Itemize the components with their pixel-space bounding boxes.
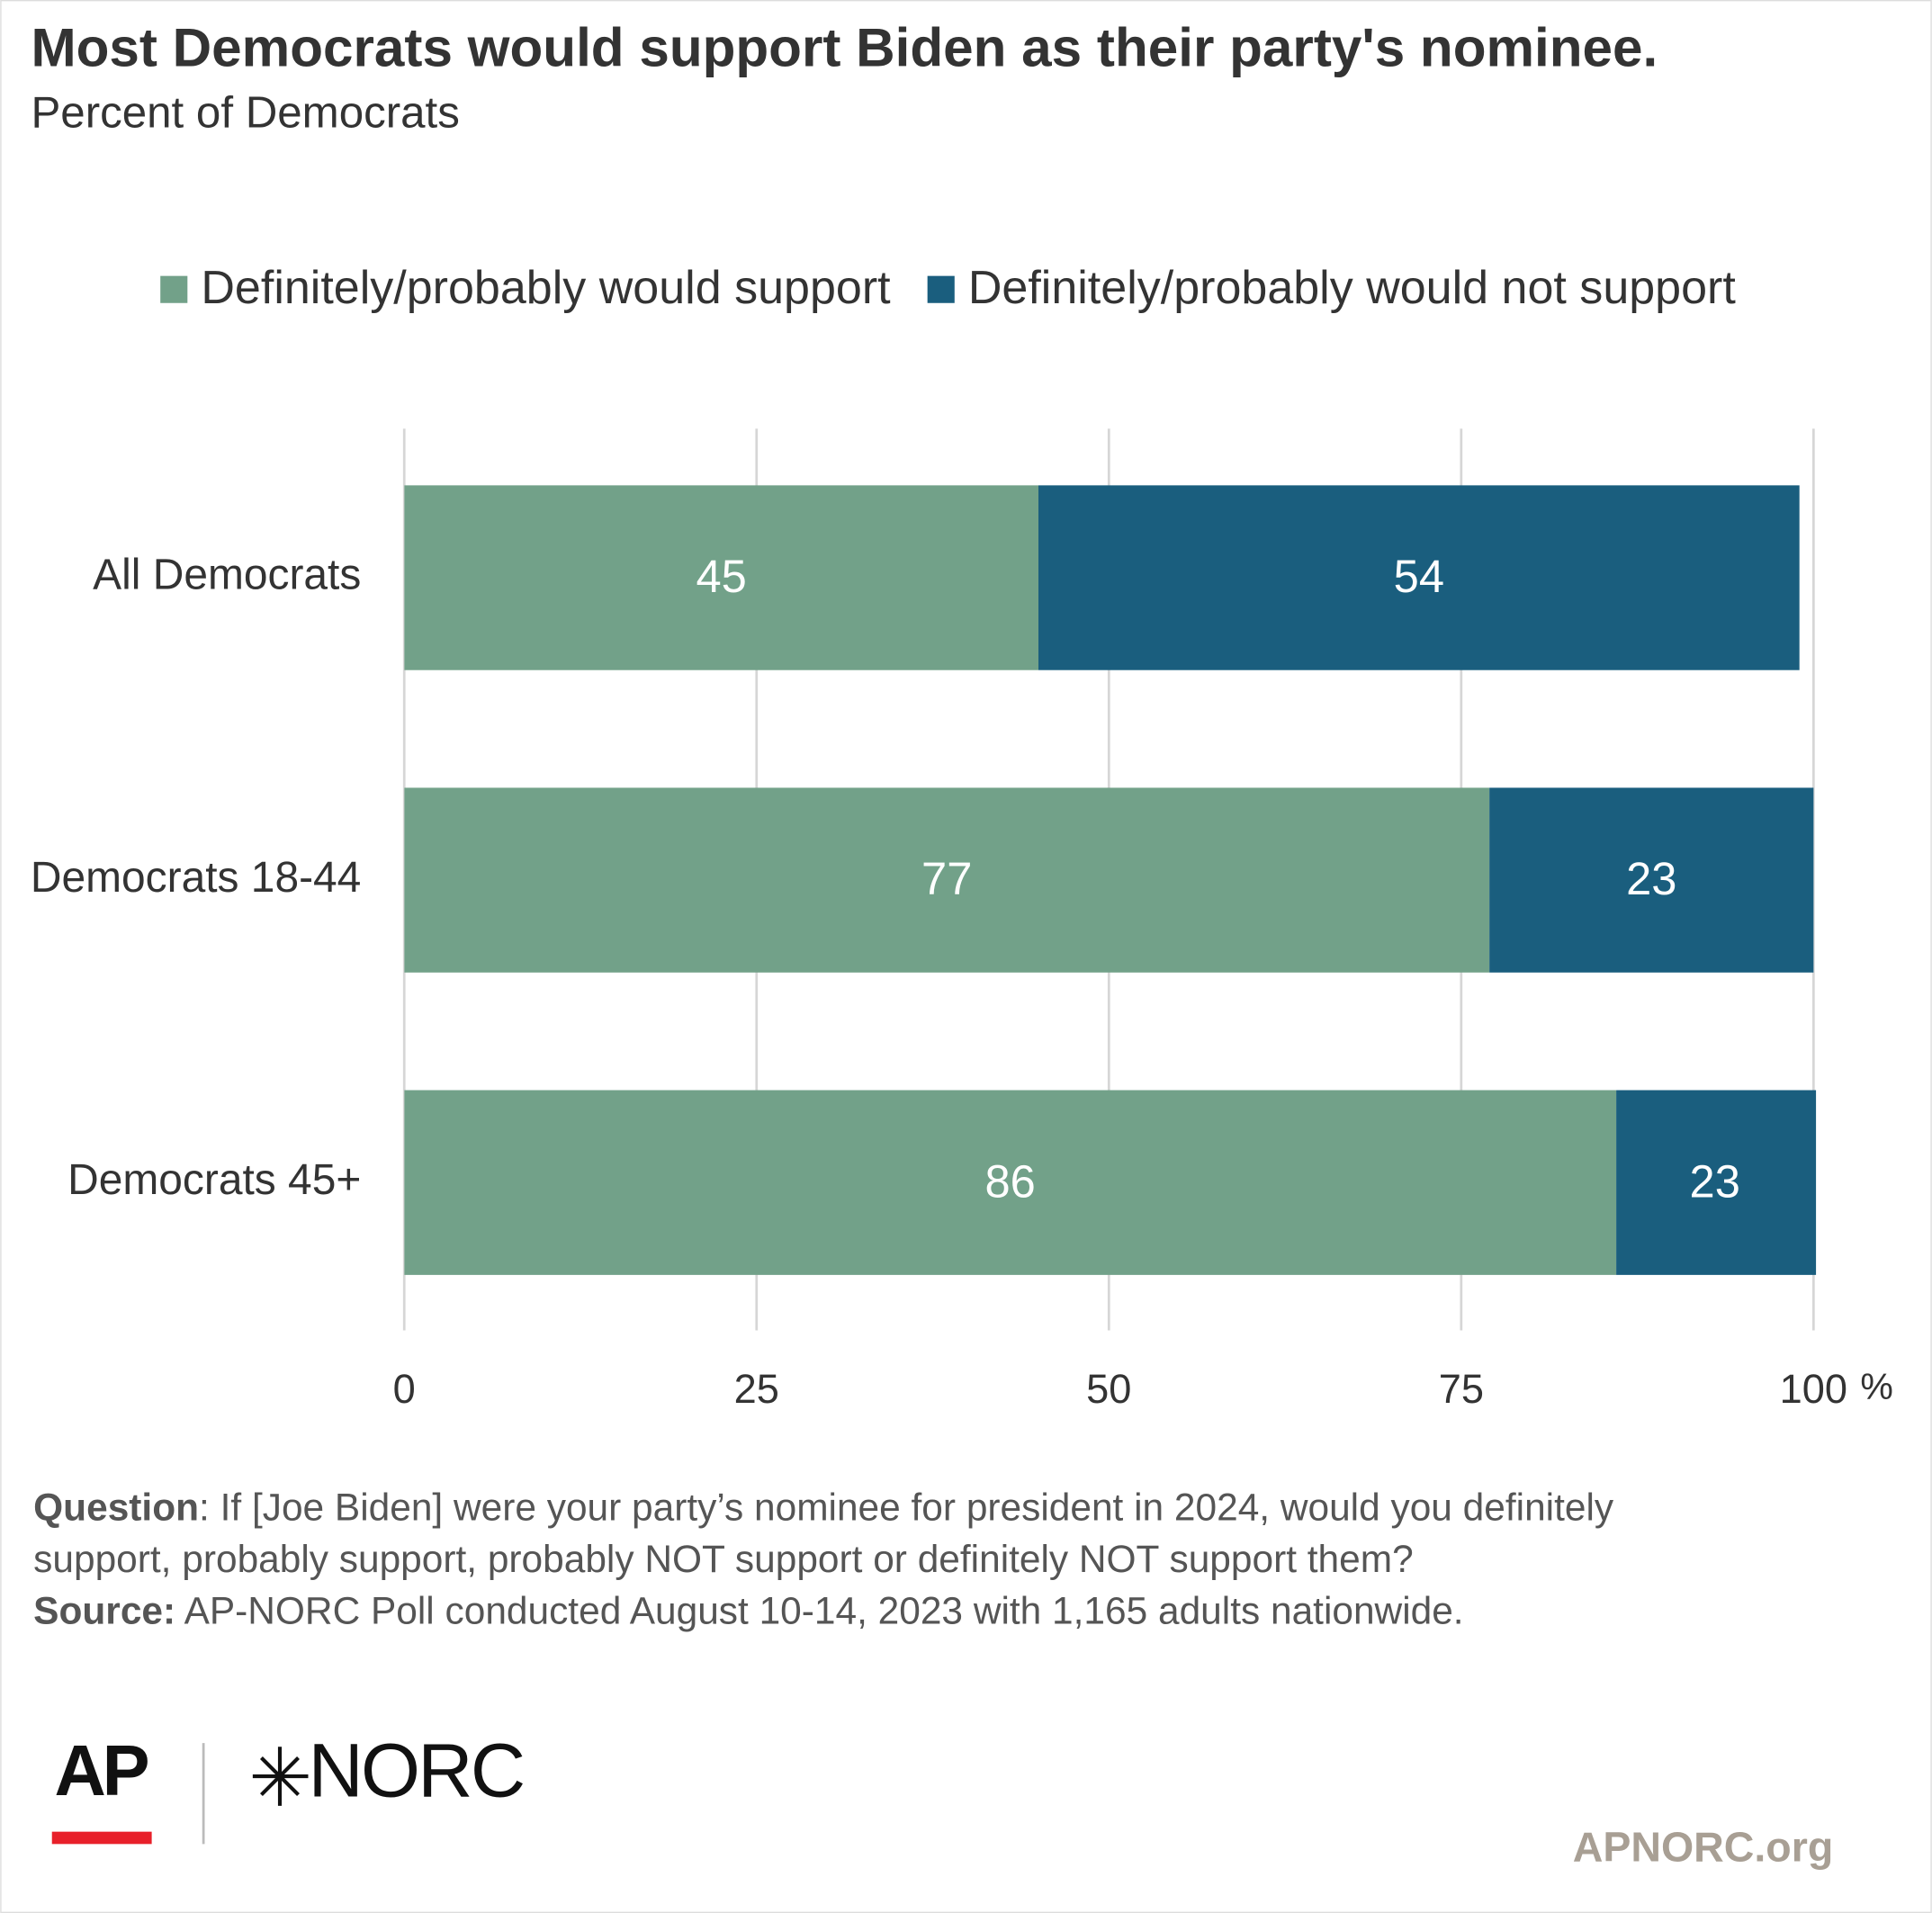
- x-unit: %: [1860, 1366, 1892, 1407]
- bar-segment: [1616, 1090, 1817, 1275]
- y-tick-label: All Democrats: [93, 552, 361, 599]
- y-tick-label: Democrats 18-44: [31, 854, 361, 902]
- bar-segment: [1489, 787, 1814, 973]
- question-text: : If [Joe Biden] were your party’s nomin…: [199, 1486, 1614, 1529]
- legend-swatch: [160, 275, 188, 303]
- source-label: Source:: [33, 1590, 175, 1632]
- x-tick-label: 50: [1086, 1366, 1131, 1412]
- site: APNORC.org: [1573, 1823, 1834, 1870]
- value-label: 77: [921, 853, 972, 904]
- legend-swatch: [927, 275, 955, 303]
- bar-segment: [404, 485, 1038, 670]
- bar-segment: [404, 1090, 1617, 1275]
- value-label: 86: [985, 1155, 1036, 1207]
- question-text: support, probably support, probably NOT …: [33, 1538, 1414, 1580]
- question-label: Question: [33, 1486, 199, 1529]
- value-label: 54: [1394, 551, 1444, 602]
- source: Source: AP-NORC Poll conducted August 10…: [33, 1590, 1463, 1632]
- chart-title: Most Democrats would support Biden as th…: [31, 16, 1658, 77]
- question: Question: If [Joe Biden] were your party…: [33, 1486, 1614, 1529]
- plot: Definitely/probably would support Definit…: [31, 262, 1893, 1412]
- norc-logo: NORC: [308, 1727, 523, 1812]
- bars: [404, 485, 1817, 1275]
- bar-segment: [404, 787, 1490, 973]
- legend: Definitely/probably would support Definit…: [160, 262, 1736, 314]
- y-tick-label: Democrats 45+: [67, 1156, 361, 1204]
- source-text: AP-NORC Poll conducted August 10-14, 202…: [175, 1590, 1463, 1632]
- value-label: 45: [696, 551, 746, 602]
- x-tick-label: 25: [734, 1366, 779, 1412]
- value-label: 23: [1626, 853, 1676, 904]
- norc-star: [252, 1747, 309, 1806]
- legend-label: Definitely/probably would support: [201, 262, 891, 314]
- x-tick-label: 0: [393, 1366, 416, 1412]
- ap-logo-bar: [51, 1831, 152, 1845]
- x-tick-label: 100: [1780, 1366, 1847, 1412]
- ap-logo: AP: [54, 1730, 148, 1810]
- bar-segment: [1038, 485, 1800, 670]
- chart-subtitle: Percent of Democrats: [31, 88, 459, 138]
- legend-label: Definitely/probably would not support: [968, 262, 1737, 314]
- x-tick-label: 75: [1439, 1366, 1484, 1412]
- value-label: 23: [1690, 1155, 1740, 1207]
